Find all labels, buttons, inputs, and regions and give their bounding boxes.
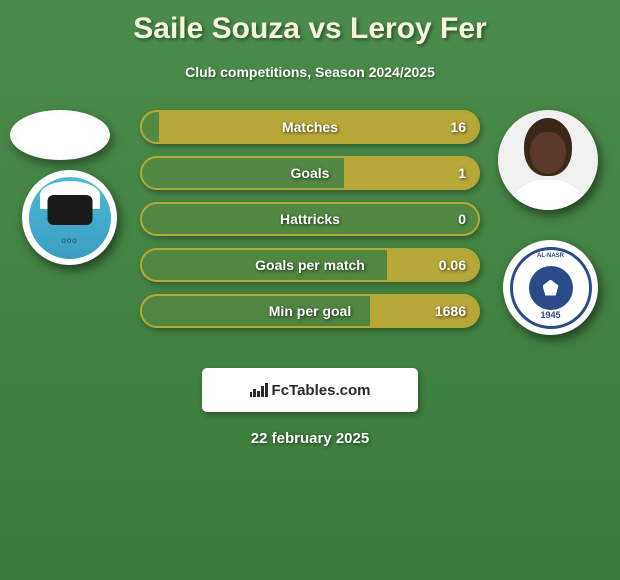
report-date: 22 february 2025 (0, 430, 620, 447)
club-left-badge: ooo (22, 170, 117, 265)
page-title: Saile Souza vs Leroy Fer (0, 0, 620, 46)
stat-row-hattricks: Hattricks 0 (140, 202, 480, 236)
stat-row-min-per-goal: Min per goal 1686 (140, 294, 480, 328)
stat-label: Hattricks (280, 211, 340, 227)
club-right-name: AL-NASR (537, 253, 564, 259)
club-right-year: 1945 (540, 310, 560, 320)
stat-label: Min per goal (269, 303, 351, 319)
stat-value: 0.06 (439, 257, 466, 273)
stat-value: 16 (450, 119, 466, 135)
stat-row-goals-per-match: Goals per match 0.06 (140, 248, 480, 282)
stat-label: Goals (291, 165, 330, 181)
club-right-badge: AL-NASR 1945 (503, 240, 598, 335)
player-left-avatar (10, 110, 110, 160)
stat-value: 1 (458, 165, 466, 181)
brand-text: FcTables.com (272, 382, 371, 399)
stats-list: Matches 16 Goals 1 Hattricks 0 Goals per… (140, 110, 480, 340)
stat-value: 0 (458, 211, 466, 227)
brand-chart-icon (250, 383, 268, 397)
player-right-avatar (498, 110, 598, 210)
stat-label: Matches (282, 119, 338, 135)
stat-value: 1686 (435, 303, 466, 319)
page-subtitle: Club competitions, Season 2024/2025 (0, 64, 620, 80)
stat-label: Goals per match (255, 257, 365, 273)
stat-row-goals: Goals 1 (140, 156, 480, 190)
comparison-area: ooo AL-NASR 1945 Matches 16 Goals 1 Hatt… (0, 110, 620, 350)
brand-box[interactable]: FcTables.com (202, 368, 418, 412)
stat-row-matches: Matches 16 (140, 110, 480, 144)
